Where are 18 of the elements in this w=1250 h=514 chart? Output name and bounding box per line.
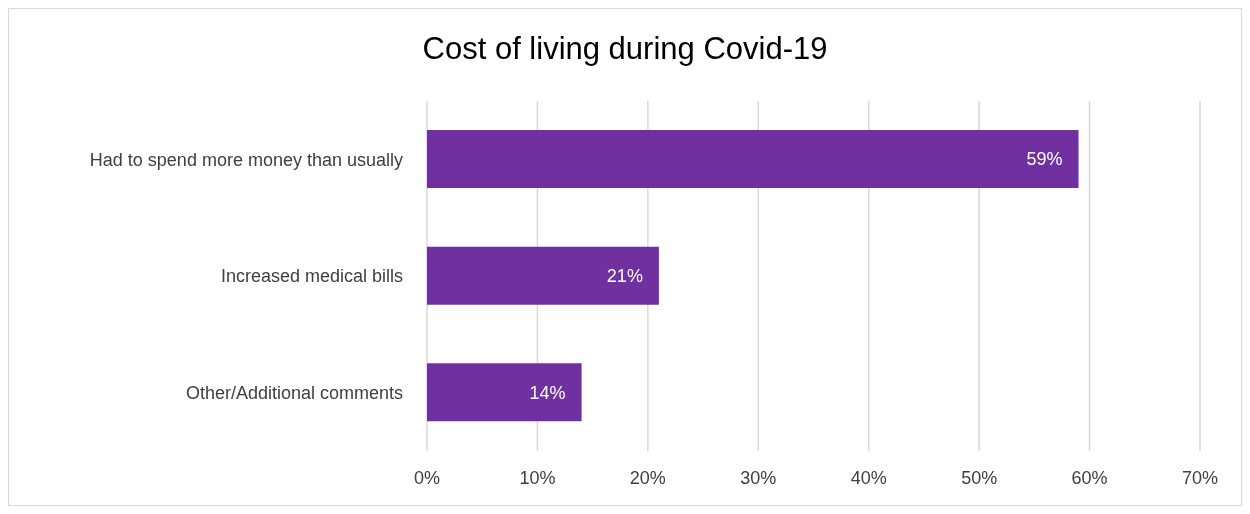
x-tick-label: 30% [740, 467, 777, 488]
data-label: 59% [1026, 149, 1063, 170]
bar [427, 246, 659, 305]
x-tick-label: 20% [629, 467, 666, 488]
x-tick-label: 10% [519, 467, 556, 488]
bar [427, 130, 1079, 188]
x-tick-label: 50% [961, 467, 998, 488]
y-tick-label: Other/Additional comments [185, 383, 403, 404]
x-tick-label: 40% [850, 467, 887, 488]
bar [427, 363, 582, 422]
chart-title: Cost of living during Covid-19 [421, 31, 829, 67]
data-label: 21% [606, 266, 643, 287]
data-label: 14% [529, 382, 566, 403]
x-tick-label: 60% [1071, 467, 1108, 488]
y-tick-label: Had to spend more money than usually [89, 149, 403, 170]
y-tick-label: Increased medical bills [220, 266, 403, 287]
x-tick-label: 0% [413, 467, 441, 488]
x-tick-label: 70% [1181, 467, 1219, 488]
